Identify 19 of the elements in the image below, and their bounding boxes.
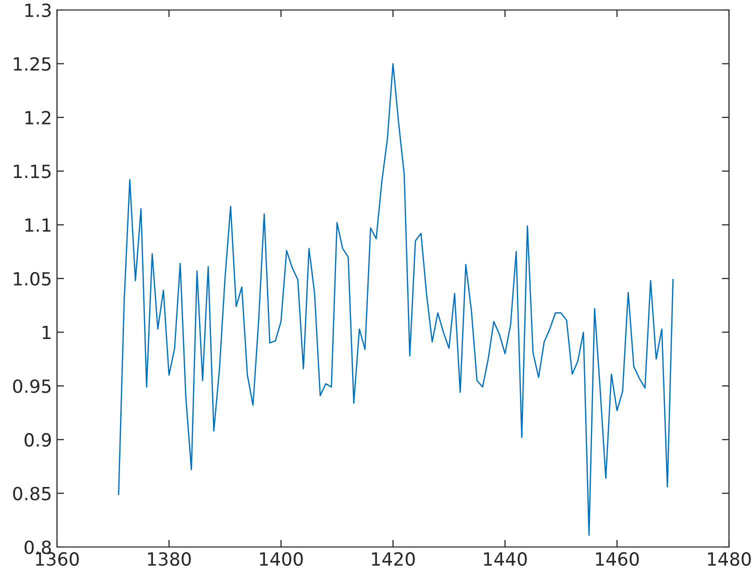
- y-tick-label: 1.05: [14, 272, 51, 286]
- x-tick-label: 1460: [596, 552, 639, 566]
- x-tick-label: 1480: [708, 552, 751, 566]
- y-tick-label: 1.25: [14, 57, 51, 71]
- y-tick-label: 1.2: [25, 110, 50, 124]
- y-tick-label: 1.1: [25, 218, 50, 232]
- y-tick-label: 0.95: [13, 379, 51, 394]
- x-tick-label: 1360: [36, 552, 79, 566]
- y-tick-label: 0.85: [13, 486, 51, 500]
- line-series: [118, 63, 674, 536]
- y-tick-label: 1: [42, 326, 50, 340]
- y-tick-label: 1.15: [14, 164, 51, 178]
- x-tick-label: 1420: [372, 552, 415, 566]
- x-tick-label: 1400: [260, 552, 303, 566]
- x-tick-label: 1440: [484, 552, 527, 566]
- x-tick-label: 1380: [148, 552, 191, 566]
- y-tick-label: 1.3: [25, 3, 51, 18]
- y-tick-label: 0.9: [24, 433, 51, 447]
- y-tick-label: 0.8: [24, 540, 51, 554]
